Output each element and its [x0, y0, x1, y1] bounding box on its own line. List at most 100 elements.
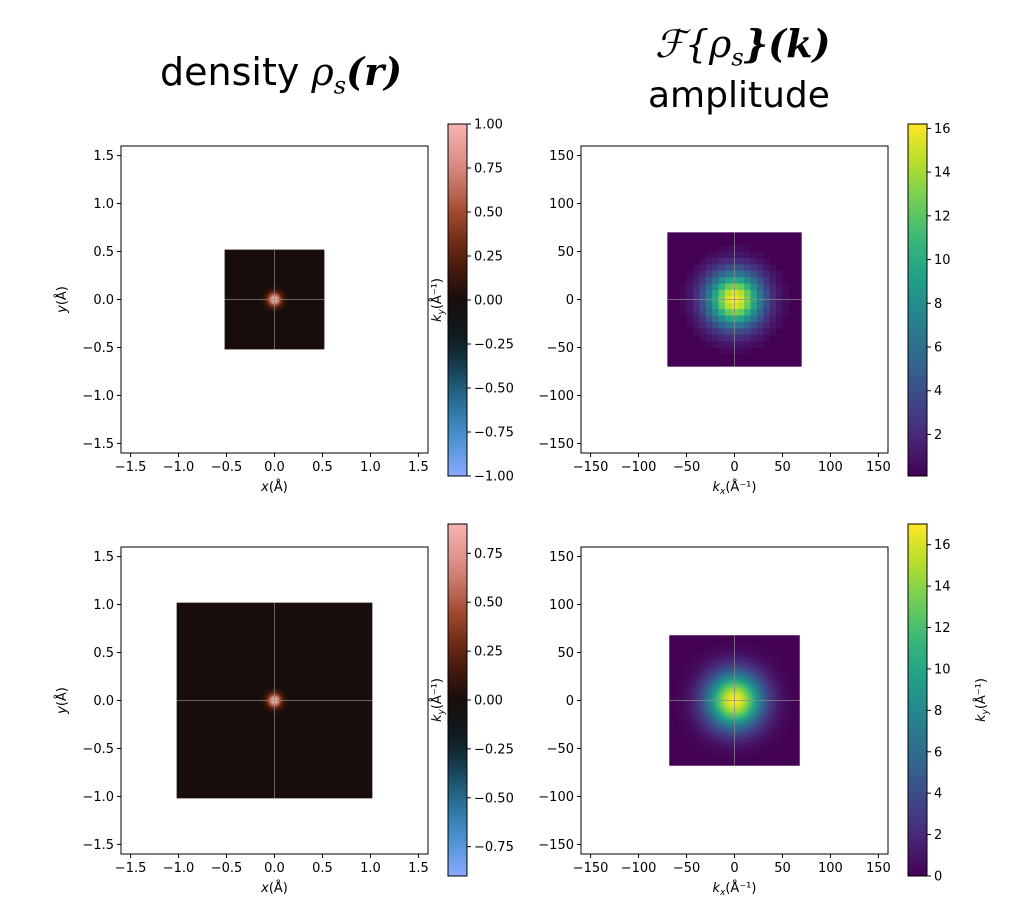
- heatmap-pixel: [737, 315, 745, 323]
- heatmap-pixel: [763, 309, 771, 316]
- heatmap-pixel: [680, 283, 687, 291]
- colorbar-tick-label: −0.50: [474, 382, 514, 397]
- colorbar: [907, 123, 928, 477]
- colorbar-tick-label: 16: [934, 538, 951, 553]
- heatmap-pixel: [718, 334, 726, 342]
- heatmap-pixel: [692, 315, 700, 323]
- x-tick-label: 100: [818, 861, 843, 876]
- heatmap-pixel: [718, 321, 726, 329]
- heatmap-pixel: [750, 283, 758, 291]
- heatmap-pixel: [705, 283, 713, 291]
- heatmap-pixel: [705, 334, 713, 342]
- heatmap-pixel: [769, 277, 777, 284]
- heading-density: density ρs(r): [160, 48, 402, 110]
- heatmap-pixel: [686, 309, 694, 316]
- heatmap-pixel: [724, 245, 732, 252]
- heatmap-pixel: [763, 321, 771, 329]
- y-tick-label: −50: [547, 341, 574, 356]
- heatmap-pixel: [724, 264, 732, 272]
- heatmap-pixel: [718, 257, 726, 265]
- heatmap-pixel: [699, 283, 707, 291]
- colorbar-tick-label: 0.75: [474, 547, 503, 562]
- heatmap-pixel: [718, 309, 726, 316]
- heatmap-pixel: [737, 270, 745, 278]
- heatmap-pixel: [724, 283, 732, 291]
- colorbar-tick-label: 1.00: [474, 118, 503, 133]
- x-tick-label: −0.5: [211, 460, 243, 475]
- heatmap-pixel: [718, 341, 726, 348]
- heatmap-pixel: [712, 315, 719, 323]
- heatmap-pixel: [744, 264, 751, 272]
- colorbar-tick-label: 0.50: [474, 206, 503, 221]
- heatmap-pixel: [756, 257, 764, 265]
- heatmap-pixel: [750, 264, 758, 272]
- x-tick-label: 150: [866, 460, 891, 475]
- heatmap-pixel: [744, 302, 751, 310]
- heatmap-pixel: [744, 289, 751, 297]
- heatmap-pixel: [699, 321, 707, 329]
- heatmap-pixel: [718, 302, 726, 310]
- heatmap-pixel: [712, 321, 719, 329]
- heading-density-word: density: [160, 50, 300, 94]
- heatmap-pixel: [718, 245, 726, 252]
- heatmap-pixel: [769, 289, 777, 297]
- heatmap-pixel: [699, 309, 707, 316]
- colorbar-tick-label: 12: [934, 209, 951, 224]
- colorbar-tick-label: 14: [934, 580, 951, 595]
- heatmap-pixel: [737, 347, 745, 355]
- heatmap-pixel: [769, 321, 777, 329]
- heatmap-pixel: [718, 328, 726, 336]
- heatmap-pixel: [724, 270, 732, 278]
- heatmap-pixel: [744, 257, 751, 265]
- heatmap-pixel: [718, 347, 726, 355]
- x-tick-label: 0.0: [264, 460, 285, 475]
- chart-top-right: −150 −100 −50 0 50 100 150 −150 −100 −50 0 50 100 150…: [538, 122, 951, 477]
- heading-fourier-rho: {ρ: [684, 22, 732, 66]
- x-axis-label: kx(Å⁻¹): [713, 479, 757, 497]
- x-tick-label: 0: [730, 460, 738, 475]
- heatmap-pixel: [737, 321, 745, 329]
- colorbar-tick-label: 0.25: [474, 250, 503, 265]
- heatmap-pixel: [750, 309, 758, 316]
- y-tick-label: 50: [557, 245, 574, 260]
- heatmap-pixel: [692, 283, 700, 291]
- heatmap-pixel: [712, 257, 719, 265]
- x-tick-label: 1.0: [360, 861, 381, 876]
- colorbar-tick-label: 6: [934, 745, 942, 760]
- colorbar-tick-label: 8: [934, 297, 942, 312]
- heatmap-pixel: [737, 309, 745, 316]
- x-tick-label: 0: [730, 861, 738, 876]
- heatmap-pixel: [750, 251, 758, 259]
- y-tick-label: 0.0: [93, 694, 114, 709]
- colorbar-tick-label: 12: [934, 621, 951, 636]
- heatmap-pixel: [763, 315, 771, 323]
- heatmap-pixel: [686, 315, 694, 323]
- y-tick-label: −100: [538, 790, 574, 805]
- y-tick-label: 1.5: [93, 550, 114, 565]
- heatmap-pixel: [718, 283, 726, 291]
- heatmap-pixel: [769, 309, 777, 316]
- x-tick-label: 100: [818, 460, 843, 475]
- heatmap-pixel: [724, 347, 732, 355]
- y-tick-label: −50: [547, 742, 574, 757]
- heatmap-pixel: [705, 277, 713, 284]
- heatmap-pixel: [744, 245, 751, 252]
- heatmap-pixel: [750, 277, 758, 284]
- y-tick-label: 0.5: [93, 245, 114, 260]
- heatmap-pixel: [737, 245, 745, 252]
- heatmap-pixel: [699, 334, 707, 342]
- heatmap-pixel: [750, 315, 758, 323]
- y-tick-label: −100: [538, 389, 574, 404]
- heatmap-pixel: [776, 270, 783, 278]
- heatmap-pixel: [763, 257, 771, 265]
- y-tick-label: −150: [538, 437, 574, 452]
- heatmap-pixel: [744, 341, 751, 348]
- heatmap-pixel: [769, 302, 777, 310]
- heatmap-pixel: [763, 334, 771, 342]
- heatmap-pixel: [705, 309, 713, 316]
- colorbar-tick-label: 10: [934, 662, 951, 677]
- heatmap-pixel: [699, 277, 707, 284]
- heatmap-pixel: [712, 277, 719, 284]
- x-tick-label: −1.0: [163, 861, 195, 876]
- x-tick-label: −150: [573, 861, 609, 876]
